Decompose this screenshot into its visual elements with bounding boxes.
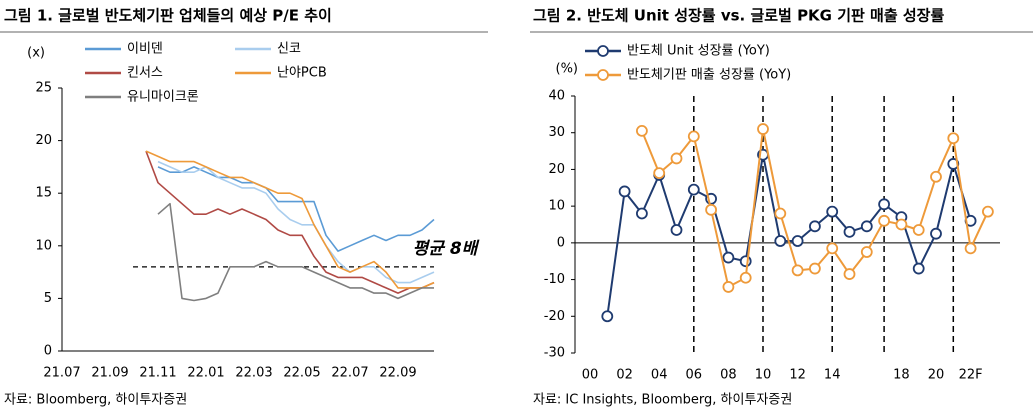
legend-label: 유니마이크론: [127, 90, 199, 105]
x-tick-label: 22.05: [283, 366, 320, 381]
x-tick-label: 02: [616, 368, 633, 383]
point: [791, 264, 804, 277]
legend-marker: [597, 69, 609, 81]
point: [722, 251, 735, 264]
y-tick-label: 0: [557, 235, 565, 250]
point: [912, 262, 925, 275]
x-tick-label: 04: [651, 368, 668, 383]
point: [809, 220, 821, 233]
point: [739, 255, 752, 268]
point: [964, 242, 977, 255]
point: [739, 271, 752, 284]
point: [757, 123, 769, 135]
y-tick-label: 20: [35, 133, 52, 148]
x-tick-label: 08: [720, 368, 737, 383]
legend-marker: [597, 45, 609, 57]
source: 자료: Bloomberg, 하이투자증권: [4, 393, 187, 408]
point: [826, 205, 839, 218]
y-tick-label: -20: [544, 309, 565, 324]
point: [878, 198, 890, 211]
point: [860, 246, 873, 258]
point: [687, 130, 700, 143]
point: [930, 170, 942, 183]
legend-label: 난야PCB: [277, 66, 327, 81]
x-tick-label: 22.03: [235, 366, 272, 381]
x-tick-label: 20: [928, 368, 945, 383]
y-tick-label: 0: [44, 344, 52, 359]
legend-label: 신코: [277, 42, 301, 57]
point: [791, 235, 804, 247]
point: [912, 224, 925, 236]
source: 자료: IC Insights, Bloomberg, 하이투자증권: [533, 393, 792, 408]
point: [774, 207, 787, 220]
y-tick-label: 30: [548, 125, 565, 140]
series-line: [157, 166, 435, 252]
y-tick-label: -10: [544, 272, 565, 287]
x-tick-label: 00: [582, 368, 599, 383]
point: [809, 262, 821, 275]
point: [843, 268, 856, 280]
x-tick-label: 14: [824, 368, 841, 383]
point: [722, 281, 735, 293]
y-tick-label: 20: [548, 162, 565, 177]
x-tick-label: 21.09: [91, 366, 128, 381]
x-tick-label: 22F: [959, 368, 983, 383]
x-tick-label: 06: [686, 368, 703, 383]
x-tick-label: 18: [893, 368, 910, 383]
x-tick-label: 22.09: [379, 366, 416, 381]
x-tick-label: 22.01: [187, 366, 224, 381]
y-tick-label: 40: [548, 89, 565, 104]
point: [982, 205, 994, 218]
annotation: 평균 8배: [413, 239, 480, 259]
point: [636, 207, 648, 220]
point: [653, 167, 666, 180]
point: [895, 218, 908, 231]
y-tick-label: 10: [35, 238, 52, 253]
legend-label: 이비덴: [127, 42, 163, 57]
chart-title: 그림 2. 반도체 Unit 성장률 vs. 글로벌 PKG 기판 매출 성장률: [533, 7, 944, 25]
point: [687, 183, 700, 196]
point: [860, 220, 873, 233]
y-tick-label: 5: [44, 291, 52, 306]
series-line: [145, 150, 435, 289]
y-tick-label: 15: [35, 186, 52, 201]
point: [601, 310, 614, 323]
series-line: [157, 202, 434, 302]
chart-title: 그림 1. 글로벌 반도체기판 업체들의 예상 P/E 추이: [4, 7, 332, 25]
point: [826, 242, 839, 255]
x-tick-label: 21.11: [139, 366, 176, 381]
y-unit: (%): [556, 62, 579, 77]
y-tick-label: -30: [544, 346, 565, 361]
y-tick-label: 10: [548, 199, 565, 214]
point: [670, 224, 683, 236]
x-tick-label: 10: [755, 368, 772, 383]
point: [618, 185, 631, 198]
series-line: [145, 150, 435, 294]
point: [705, 203, 717, 216]
point: [843, 225, 856, 238]
x-tick-label: 22.07: [331, 366, 368, 381]
point: [878, 214, 890, 227]
y-unit: (x): [27, 46, 45, 61]
legend-label: 킨서스: [127, 66, 163, 81]
x-tick-label: 21.07: [43, 366, 80, 381]
y-tick-label: 25: [35, 81, 52, 96]
series-line: [157, 160, 435, 284]
point: [636, 124, 648, 137]
x-tick-label: 12: [789, 368, 806, 383]
legend-label: 반도체기판 매출 성장률 (YoY): [627, 68, 791, 83]
point: [947, 132, 960, 145]
point: [930, 227, 942, 240]
legend-label: 반도체 Unit 성장률 (YoY): [627, 44, 770, 59]
point: [670, 152, 683, 165]
point: [774, 235, 787, 247]
